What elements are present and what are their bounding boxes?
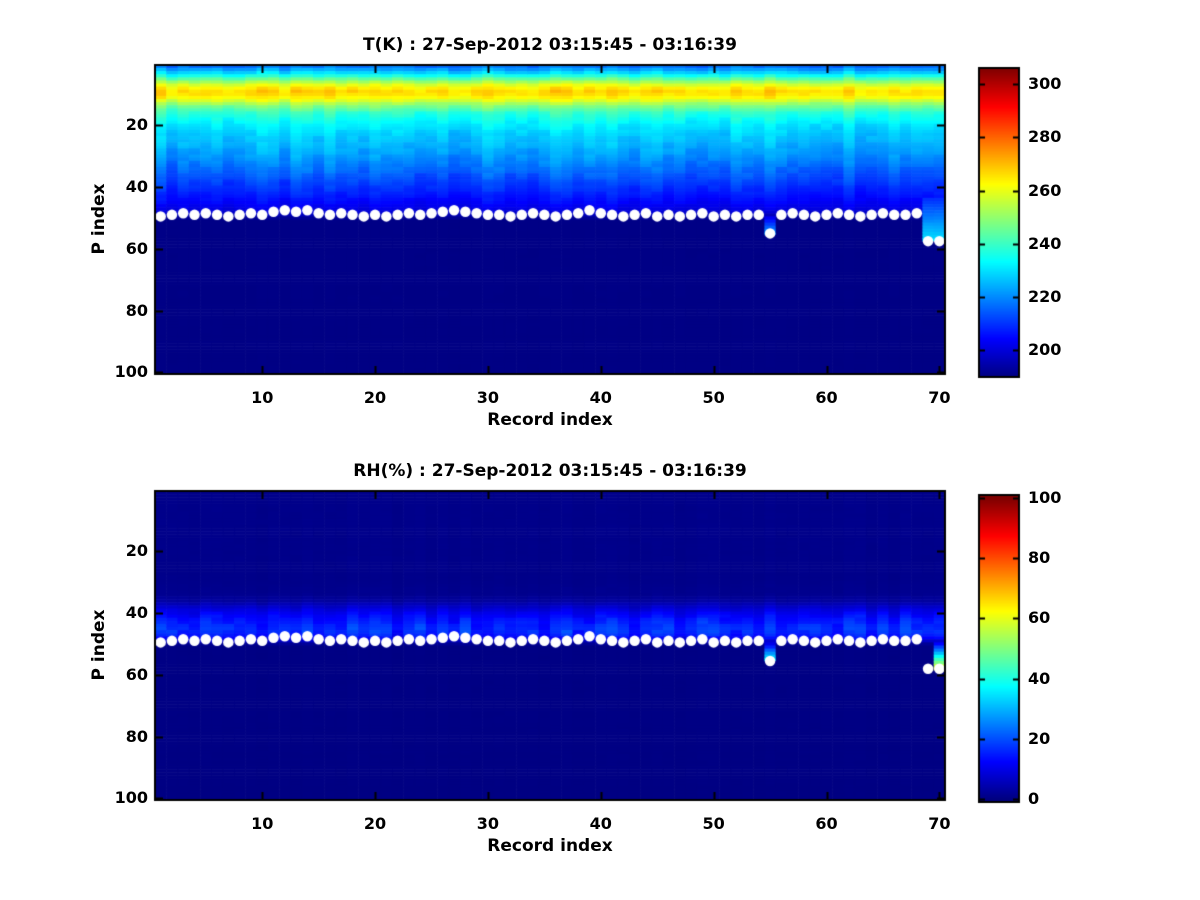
x-tick-label: 20 [363,814,387,833]
x-tick-label: 10 [251,388,274,407]
y-tick-label: 60 [125,664,148,684]
y-tick-label: 100 [114,788,148,808]
colorbar-tick-label: 220 [1028,287,1062,307]
colorbar-tick-label: 80 [1028,548,1051,568]
colorbar-tick-label: 260 [1028,180,1062,200]
y-tick-label: 20 [125,541,148,561]
x-tick-label: 20 [363,388,387,407]
x-tick-label: 50 [702,814,725,833]
y-tick-label: 40 [125,177,148,197]
colorbar-tick-label: 40 [1028,668,1051,688]
y-tick-label: 100 [114,362,148,382]
colorbar-tick-label: 240 [1028,233,1062,253]
x-tick-label: 30 [476,814,500,833]
x-tick-label: 40 [589,814,612,833]
x-tick-label: 40 [589,388,612,407]
x-tick-label: 70 [928,388,951,407]
x-tick-label: 70 [928,814,951,833]
colorbar-tick-label: 280 [1028,127,1062,147]
colorbar-tick-label: 200 [1028,340,1062,360]
x-tick-label: 50 [702,388,725,407]
colorbar-tick-label: 300 [1028,73,1062,93]
y-tick-label: 20 [125,115,148,135]
colorbar-tick-label: 60 [1028,608,1051,628]
x-axis-label-bottom: Record index [487,836,613,856]
y-tick-label: 80 [125,300,148,320]
plot-title-humidity: RH(%) : 27-Sep-2012 03:15:45 - 03:16:39 [353,461,747,481]
x-axis-label-top: Record index [487,410,613,430]
colorbar-tick-label: 0 [1028,788,1040,808]
y-tick-label: 80 [125,726,148,746]
y-tick-label: 60 [125,238,148,258]
x-tick-label: 30 [476,388,500,407]
x-tick-label: 60 [815,814,838,833]
x-tick-label: 10 [251,814,274,833]
y-tick-label: 40 [125,603,148,623]
plot-title-temperature: T(K) : 27-Sep-2012 03:15:45 - 03:16:39 [363,35,737,55]
colorbar-tick-label: 20 [1028,728,1051,748]
colorbar-tick-label: 100 [1028,488,1062,507]
x-tick-label: 60 [815,388,838,407]
